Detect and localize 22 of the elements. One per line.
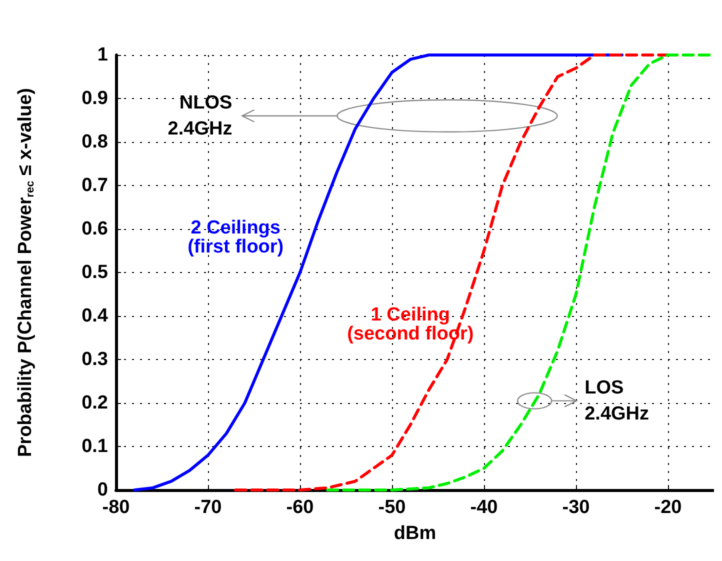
y-tick-label: 1: [97, 44, 108, 66]
x-tick-label: -70: [194, 497, 222, 518]
annotation: LOS 2.4GHz: [584, 377, 650, 424]
y-tick-label: 0.5: [82, 262, 108, 283]
x-tick-label: -60: [286, 497, 314, 518]
series-label: 1 Ceiling (second floor): [347, 304, 474, 345]
y-tick-label: 0.2: [82, 392, 108, 414]
x-axis-title: dBm: [394, 523, 436, 544]
y-tick-label: 0.1: [82, 436, 108, 457]
x-tick-label: -50: [378, 497, 406, 518]
y-tick-label: 0.9: [82, 88, 108, 109]
x-tick-label: -30: [562, 497, 590, 518]
y-tick-label: 0.4: [82, 306, 108, 326]
y-tick-label: 0.6: [82, 218, 108, 240]
y-axis-title: Probability P(Channel Powerrec ≤ x-value): [15, 88, 36, 458]
annotation: NLOS 2.4GHz: [168, 92, 232, 140]
y-tick-label: 0.3: [82, 349, 108, 370]
x-tick-label: -40: [470, 497, 498, 518]
y-tick-label: 0.7: [82, 175, 108, 196]
series-label: 2 Ceilings (first floor): [188, 218, 284, 258]
x-tick-label: -20: [654, 497, 682, 518]
y-tick-label: 0.8: [82, 132, 108, 152]
